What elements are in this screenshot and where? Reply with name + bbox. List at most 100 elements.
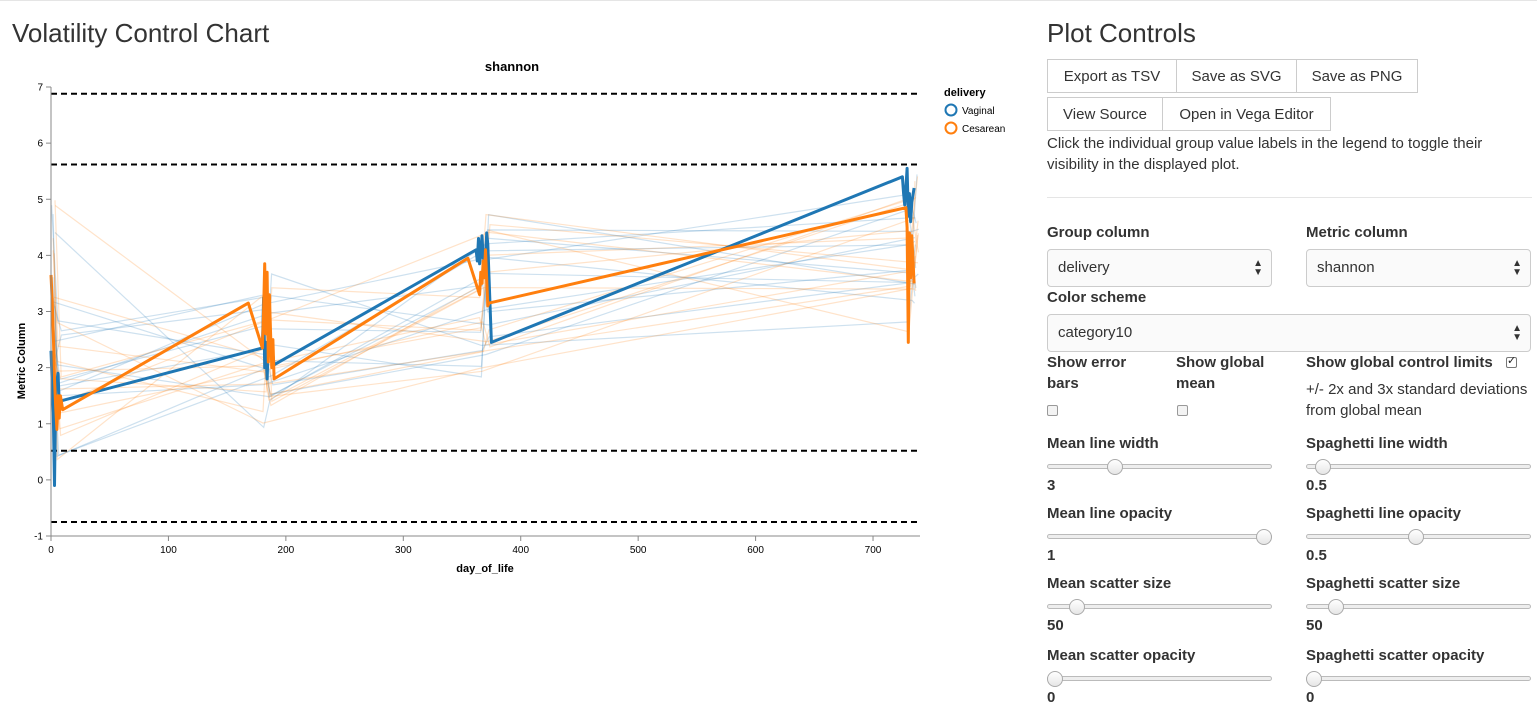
spaghetti-line	[54, 205, 919, 368]
select-arrows-icon: ▲ ▼	[1253, 258, 1263, 278]
spaghetti-line	[54, 217, 915, 429]
mean-line-opacity-slider-thumb[interactable]	[1256, 529, 1273, 545]
y-tick-label: 5	[37, 195, 43, 206]
group-column-label: Group column	[1047, 224, 1150, 241]
spaghetti-scatter-size-slider-thumb[interactable]	[1327, 599, 1344, 615]
show-control-limits-checkbox[interactable]	[1506, 354, 1517, 368]
y-tick-label: 2	[37, 363, 43, 374]
color-scheme-value: category10	[1058, 324, 1133, 341]
mean-scatter-size-slider[interactable]	[1047, 599, 1272, 615]
spaghetti-line	[52, 197, 915, 395]
show-error-bars-label: Show error bars	[1047, 354, 1127, 392]
spaghetti-line-width-label: Spaghetti line width	[1306, 435, 1448, 452]
color-scheme-select[interactable]: category10 ▲ ▼	[1047, 314, 1531, 352]
y-tick-label: -1	[34, 532, 43, 543]
x-tick-label: 0	[48, 545, 54, 556]
mean-line-opacity-value: 1	[1047, 547, 1056, 564]
mean-line-width-label: Mean line width	[1047, 435, 1159, 452]
spaghetti-scatter-opacity-label: Spaghetti scatter opacity	[1306, 647, 1485, 664]
mean-line-opacity-slider[interactable]	[1047, 529, 1273, 545]
spaghetti-line-opacity-label: Spaghetti line opacity	[1306, 505, 1462, 522]
x-tick-label: 600	[747, 545, 764, 556]
y-tick-label: 7	[37, 83, 43, 94]
x-tick-label: 400	[512, 545, 529, 556]
spaghetti-line-width-value: 0.5	[1306, 477, 1327, 494]
control-limits	[51, 92, 920, 523]
show-global-mean-checkbox[interactable]	[1177, 405, 1188, 416]
legend-label-vaginal[interactable]: Vaginal	[962, 106, 995, 117]
metric-column-value: shannon	[1317, 259, 1375, 276]
metric-column-label: Metric column	[1306, 224, 1408, 241]
mean-line-cesarean	[49, 206, 916, 431]
control-limits-note: +/- 2x and 3x standard deviations from g…	[1306, 381, 1528, 419]
legend: delivery Vaginal Cesarean	[944, 87, 1005, 135]
show-global-mean-label: Show global mean	[1176, 354, 1265, 392]
mean-line-width-value: 3	[1047, 477, 1056, 494]
spaghetti-lines	[50, 174, 919, 461]
x-tick-label: 300	[395, 545, 412, 556]
y-tick-label: 0	[37, 475, 43, 486]
mean-line-width-slider-thumb[interactable]	[1106, 459, 1123, 475]
spaghetti-line	[51, 193, 917, 370]
spaghetti-line-width-slider[interactable]	[1306, 459, 1531, 475]
x-axis-title: day_of_life	[456, 563, 513, 575]
spaghetti-line-width-slider-thumb[interactable]	[1314, 459, 1331, 475]
mean-scatter-size-value: 50	[1047, 617, 1064, 634]
x-tick-label: 200	[278, 545, 295, 556]
spaghetti-scatter-size-slider[interactable]	[1306, 599, 1531, 615]
page-title: Volatility Control Chart	[12, 18, 270, 48]
controls-divider	[1047, 197, 1532, 198]
group-column-select[interactable]: delivery ▲ ▼	[1047, 249, 1272, 287]
y-tick-label: 6	[37, 139, 43, 150]
mean-line-vaginal	[49, 166, 916, 487]
legend-label-cesarean[interactable]: Cesarean	[962, 124, 1005, 135]
top-divider	[0, 0, 1537, 1]
mean-scatter-opacity-label: Mean scatter opacity	[1047, 647, 1196, 664]
mean-scatter-opacity-value: 0	[1047, 689, 1056, 706]
spaghetti-scatter-opacity-slider[interactable]	[1305, 671, 1531, 687]
mean-scatter-opacity-slider[interactable]	[1046, 671, 1272, 687]
export-tsv-button[interactable]: Export as TSV	[1047, 59, 1177, 93]
legend-item-cesarean[interactable]: Cesarean	[944, 121, 1006, 136]
color-scheme-label: Color scheme	[1047, 289, 1147, 306]
mean-scatter-size-slider-thumb[interactable]	[1068, 599, 1085, 615]
mean-line-opacity-label: Mean line opacity	[1047, 505, 1173, 522]
x-tick-label: 700	[865, 545, 882, 556]
view-source-button[interactable]: View Source	[1047, 97, 1163, 131]
x-tick-label: 100	[160, 545, 177, 556]
spaghetti-line	[51, 229, 919, 407]
volatility-chart: -1 0 1 2 3 4 5 6 7 0 100 200 300 400 500 600 700 shannon…	[16, 59, 1005, 575]
spaghetti-line-opacity-slider-thumb[interactable]	[1408, 529, 1425, 545]
spaghetti-line	[52, 213, 916, 393]
mean-lines	[49, 166, 916, 487]
legend-symbol-cesarean	[944, 121, 958, 135]
group-column-value: delivery	[1058, 259, 1110, 276]
y-tick-label: 1	[37, 419, 43, 430]
chart-title: shannon	[485, 59, 539, 74]
chart-axes: -1 0 1 2 3 4 5 6 7 0 100 200 300 400 500 600 700	[34, 83, 920, 556]
legend-item-vaginal[interactable]: Vaginal	[944, 103, 995, 118]
show-error-bars-checkbox[interactable]	[1047, 405, 1058, 416]
save-svg-button[interactable]: Save as SVG	[1176, 59, 1297, 93]
spaghetti-line-opacity-value: 0.5	[1306, 547, 1327, 564]
y-axis-title: Metric Column	[16, 323, 28, 400]
open-vega-editor-button[interactable]: Open in Vega Editor	[1162, 97, 1331, 131]
save-png-button[interactable]: Save as PNG	[1296, 59, 1418, 93]
spaghetti-scatter-opacity-slider-thumb[interactable]	[1305, 671, 1322, 687]
spaghetti-line-opacity-slider[interactable]	[1306, 529, 1531, 545]
select-arrows-icon: ▲ ▼	[1512, 323, 1522, 343]
y-tick-label: 3	[37, 307, 43, 318]
mean-line-width-slider[interactable]	[1047, 459, 1272, 475]
spaghetti-scatter-size-label: Spaghetti scatter size	[1306, 575, 1461, 592]
spaghetti-scatter-opacity-value: 0	[1306, 689, 1315, 706]
mean-scatter-size-label: Mean scatter size	[1047, 575, 1172, 592]
select-arrows-icon: ▲ ▼	[1512, 258, 1522, 278]
legend-title: delivery	[944, 87, 986, 99]
metric-column-select[interactable]: shannon ▲ ▼	[1306, 249, 1531, 287]
spaghetti-scatter-size-value: 50	[1306, 617, 1323, 634]
controls-title: Plot Controls	[1047, 18, 1196, 48]
show-control-limits-label: Show global control limits	[1306, 354, 1493, 371]
mean-scatter-opacity-slider-thumb[interactable]	[1046, 671, 1063, 687]
x-tick-label: 500	[630, 545, 647, 556]
spaghetti-line	[51, 205, 919, 386]
